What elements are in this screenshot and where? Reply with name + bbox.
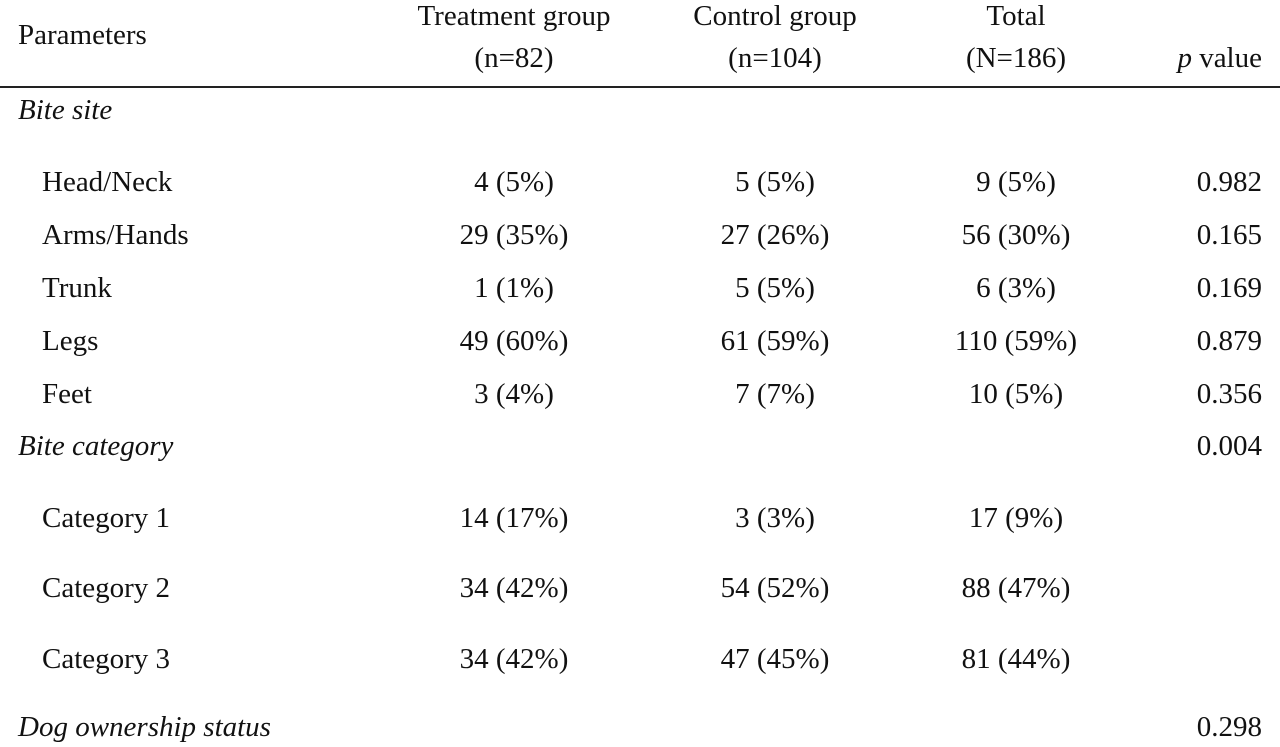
row-label: Category 2 xyxy=(42,572,171,604)
row-label: Trunk xyxy=(42,272,112,304)
row-control: 5 (5%) xyxy=(735,166,815,198)
row-label: Head/Neck xyxy=(42,166,173,198)
row-total: 9 (5%) xyxy=(976,166,1056,198)
row-treatment: 4 (5%) xyxy=(474,166,554,198)
row-total: 17 (9%) xyxy=(968,502,1064,534)
row-control: 3 (3%) xyxy=(735,502,815,534)
row-control: 27 (26%) xyxy=(720,219,830,251)
row-label: Legs xyxy=(42,325,99,357)
row-control: 61 (59%) xyxy=(720,325,830,357)
row-treatment: 1 (1%) xyxy=(474,272,554,304)
row-treatment: 34 (42%) xyxy=(459,643,569,675)
header-parameters: Parameters xyxy=(18,19,147,51)
row-label: Category 1 xyxy=(42,502,171,534)
header-total-n: (N=186) xyxy=(965,42,1067,74)
header-rule xyxy=(0,86,1280,88)
row-control: 5 (5%) xyxy=(735,272,815,304)
row-total: 110 (59%) xyxy=(954,325,1078,357)
row-p-value: 0.982 xyxy=(1196,166,1262,198)
section-bite-category: Bite category xyxy=(18,430,174,462)
header-p-value: p value xyxy=(1177,44,1262,73)
row-p-value: 0.169 xyxy=(1196,272,1262,304)
header-p-italic: p xyxy=(1177,42,1192,74)
row-p-value: 0.356 xyxy=(1196,378,1262,410)
section-bite-category-p-value: 0.004 xyxy=(1196,430,1262,462)
row-control: 54 (52%) xyxy=(720,572,830,604)
row-treatment: 3 (4%) xyxy=(474,378,554,410)
row-label: Arms/Hands xyxy=(42,219,189,251)
row-total: 88 (47%) xyxy=(961,572,1071,604)
row-p-value: 0.165 xyxy=(1196,219,1262,251)
section-dog-ownership: Dog ownership status xyxy=(18,711,271,743)
header-treatment-title: Treatment group xyxy=(417,0,611,32)
row-label: Category 3 xyxy=(42,643,171,675)
row-total: 10 (5%) xyxy=(968,378,1064,410)
header-control-title: Control group xyxy=(693,0,857,32)
row-treatment: 34 (42%) xyxy=(459,572,569,604)
row-total: 6 (3%) xyxy=(976,272,1056,304)
row-p-value: 0.879 xyxy=(1196,325,1262,357)
header-treatment-n: (n=82) xyxy=(474,42,554,74)
section-bite-site: Bite site xyxy=(18,94,113,126)
row-control: 47 (45%) xyxy=(720,643,830,675)
header-total-title: Total xyxy=(986,0,1046,32)
header-control-n: (n=104) xyxy=(728,42,822,74)
row-total: 81 (44%) xyxy=(961,643,1071,675)
row-control: 7 (7%) xyxy=(735,378,815,410)
row-treatment: 49 (60%) xyxy=(459,325,569,357)
row-treatment: 14 (17%) xyxy=(459,502,569,534)
row-label: Feet xyxy=(42,378,92,410)
section-dog-ownership-p-value: 0.298 xyxy=(1196,711,1262,743)
row-total: 56 (30%) xyxy=(961,219,1071,251)
row-treatment: 29 (35%) xyxy=(459,219,569,251)
header-p-rest: value xyxy=(1191,42,1262,74)
